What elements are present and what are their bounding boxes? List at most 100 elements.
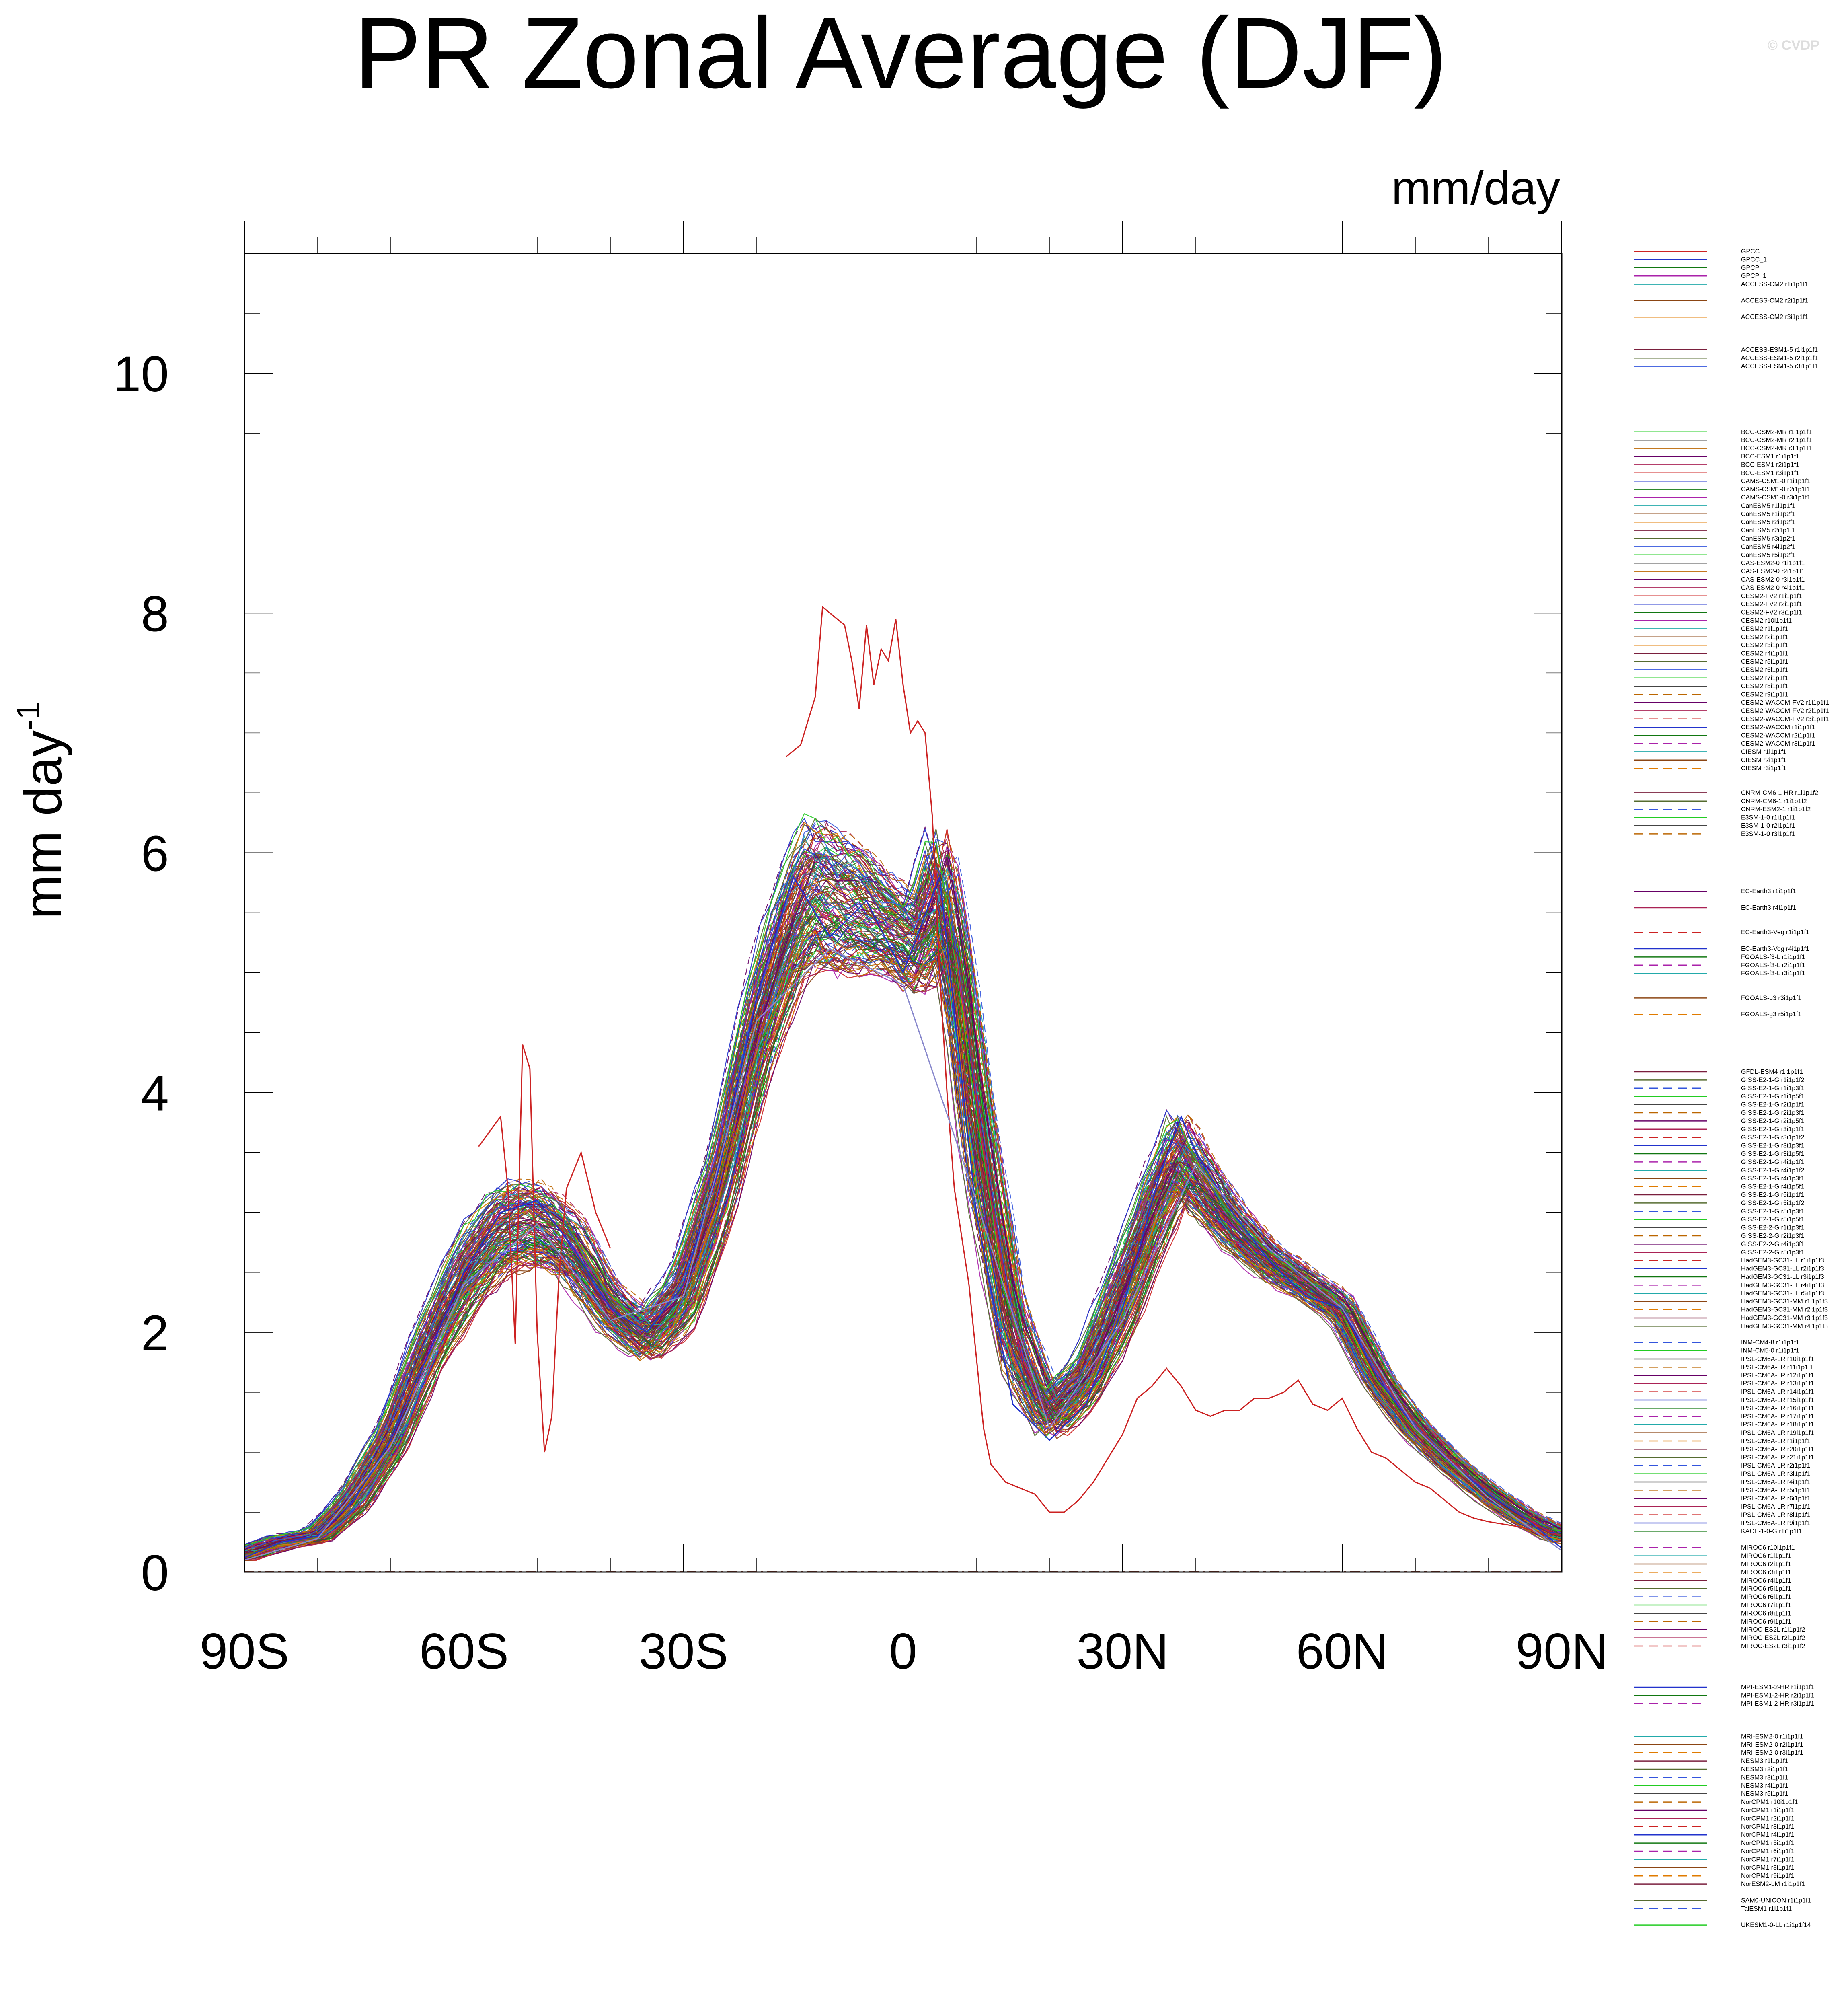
units-label: mm/day <box>1391 162 1560 215</box>
legend-label: MIROC6 r9i1p1f1 <box>1741 1618 1791 1625</box>
legend-label: CanESM5 r5i1p2f1 <box>1741 552 1795 559</box>
legend-label: GISS-E2-2-G r4i1p3f1 <box>1741 1241 1805 1248</box>
model-series-line <box>244 902 1562 1555</box>
y-axis-label-text: mm day <box>13 730 72 919</box>
legend-label: CESM2-WACCM r3i1p1f1 <box>1741 740 1815 747</box>
legend-label: IPSL-CM6A-LR r8i1p1f1 <box>1741 1512 1811 1519</box>
model-series-line <box>244 892 1562 1557</box>
legend-label: GISS-E2-1-G r3i1p5f1 <box>1741 1151 1805 1157</box>
legend-label: IPSL-CM6A-LR r18i1p1f1 <box>1741 1421 1814 1428</box>
model-series-line <box>244 921 1562 1557</box>
model-series-line <box>244 902 1562 1557</box>
legend-label: GISS-E2-1-G r2i1p5f1 <box>1741 1118 1805 1124</box>
y-tick-label: 8 <box>141 586 169 642</box>
legend-label: GISS-E2-1-G r1i1p5f1 <box>1741 1093 1805 1100</box>
legend-label: NorCPM1 r8i1p1f1 <box>1741 1864 1795 1871</box>
legend-label: KACE-1-0-G r1i1p1f1 <box>1741 1528 1802 1535</box>
model-series-line <box>244 931 1562 1558</box>
model-series-line <box>244 926 1562 1558</box>
legend-label: IPSL-CM6A-LR r16i1p1f1 <box>1741 1405 1814 1412</box>
legend-label: MPI-ESM1-2-HR r3i1p1f1 <box>1741 1700 1814 1707</box>
model-series-line <box>244 917 1562 1556</box>
model-series-line <box>244 924 1562 1558</box>
legend-label: CESM2 r1i1p1f1 <box>1741 625 1788 632</box>
reference-series-gpcp-1 <box>244 948 1562 1561</box>
model-series-line <box>244 848 1562 1548</box>
plot-series <box>244 606 1562 1572</box>
legend-label: ACCESS-CM2 r3i1p1f1 <box>1741 314 1808 321</box>
model-series-line <box>244 857 1562 1550</box>
legend-label: MIROC6 r6i1p1f1 <box>1741 1594 1791 1601</box>
legend-label: UKESM1-0-LL r1i1p1f14 <box>1741 1922 1811 1929</box>
legend-label: CAMS-CSM1-0 r1i1p1f1 <box>1741 478 1811 485</box>
svg-text:mm day-1: mm day-1 <box>10 702 72 919</box>
legend-label: CESM2 r9i1p1f1 <box>1741 691 1788 698</box>
x-tick-label: 0 <box>889 1624 917 1679</box>
legend-label: IPSL-CM6A-LR r12i1p1f1 <box>1741 1372 1814 1379</box>
legend-label: GISS-E2-1-G r5i1p1f2 <box>1741 1200 1805 1207</box>
legend-label: GISS-E2-1-G r4i1p3f1 <box>1741 1175 1805 1182</box>
legend-label: CNRM-CM6-1 r1i1p1f2 <box>1741 798 1807 805</box>
legend-label: NorCPM1 r2i1p1f1 <box>1741 1815 1795 1822</box>
model-series-line <box>244 939 1562 1557</box>
model-series-line <box>244 956 1562 1560</box>
legend-label: CESM2 r4i1p1f1 <box>1741 650 1788 657</box>
legend-label: SAM0-UNICON r1i1p1f1 <box>1741 1897 1811 1904</box>
y-tick-label: 6 <box>141 826 169 882</box>
legend-label: CESM2-WACCM r2i1p1f1 <box>1741 732 1815 739</box>
legend-label: GISS-E2-1-G r5i1p3f1 <box>1741 1208 1805 1215</box>
legend-label: IPSL-CM6A-LR r9i1p1f1 <box>1741 1520 1811 1527</box>
model-series-line <box>244 817 1562 1548</box>
legend-label: CanESM5 r1i1p1f1 <box>1741 502 1795 509</box>
legend-label: CESM2-WACCM-FV2 r1i1p1f1 <box>1741 699 1829 706</box>
model-series-line <box>244 948 1562 1559</box>
legend-label: CESM2-WACCM-FV2 r2i1p1f1 <box>1741 707 1829 714</box>
series-group <box>244 606 1562 1572</box>
legend-label: MIROC6 r1i1p1f1 <box>1741 1553 1791 1560</box>
legend-label: HadGEM3-GC31-LL r5i1p1f3 <box>1741 1290 1824 1297</box>
model-series-line <box>244 899 1562 1557</box>
model-series-line <box>244 820 1562 1550</box>
legend-label: IPSL-CM6A-LR r4i1p1f1 <box>1741 1479 1811 1486</box>
model-series-line <box>244 818 1562 1545</box>
legend-label: IPSL-CM6A-LR r19i1p1f1 <box>1741 1430 1814 1437</box>
legend-label: IPSL-CM6A-LR r10i1p1f1 <box>1741 1356 1814 1363</box>
legend-label: BCC-CSM2-MR r2i1p1f1 <box>1741 437 1812 444</box>
legend-label: IPSL-CM6A-LR r2i1p1f1 <box>1741 1462 1811 1469</box>
model-series-line <box>244 929 1562 1554</box>
legend-label: GISS-E2-2-G r1i1p3f1 <box>1741 1225 1805 1231</box>
legend-label: MRI-ESM2-0 r1i1p1f1 <box>1741 1733 1803 1740</box>
model-series-line <box>244 852 1562 1550</box>
model-series-line <box>244 894 1562 1556</box>
legend-label: MIROC6 r7i1p1f1 <box>1741 1602 1791 1609</box>
legend-label: MIROC6 r4i1p1f1 <box>1741 1577 1791 1584</box>
legend-label: CIESM r3i1p1f1 <box>1741 765 1786 772</box>
model-series-line <box>244 932 1562 1558</box>
model-series-line <box>244 888 1562 1555</box>
legend-label: INM-CM4-8 r1i1p1f1 <box>1741 1339 1799 1346</box>
legend-label: HadGEM3-GC31-LL r3i1p1f3 <box>1741 1274 1824 1281</box>
legend-label: MIROC6 r10i1p1f1 <box>1741 1544 1795 1551</box>
model-series-line <box>244 834 1562 1550</box>
legend-label: MIROC6 r2i1p1f1 <box>1741 1561 1791 1568</box>
legend-label: MIROC6 r8i1p1f1 <box>1741 1610 1791 1617</box>
model-series-line <box>244 938 1562 1559</box>
legend-label: GISS-E2-1-G r3i1p1f1 <box>1741 1126 1805 1133</box>
legend-label: GISS-E2-1-G r3i1p1f2 <box>1741 1134 1805 1141</box>
model-series-line <box>244 908 1562 1553</box>
legend-label: CAS-ESM2-0 r1i1p1f1 <box>1741 560 1805 567</box>
legend-label: GISS-E2-1-G r2i1p3f1 <box>1741 1110 1805 1116</box>
legend-label: CESM2 r8i1p1f1 <box>1741 683 1788 690</box>
model-series-line <box>244 892 1562 1554</box>
legend-label: NorCPM1 r9i1p1f1 <box>1741 1873 1795 1879</box>
legend-label: GPCP_1 <box>1741 273 1766 280</box>
reference-series-gpcc-1 <box>785 606 1548 1537</box>
model-series-line <box>244 939 1562 1556</box>
legend-label: GISS-E2-1-G r4i1p5f1 <box>1741 1184 1805 1190</box>
model-series-line <box>244 888 1562 1552</box>
model-series-line <box>244 879 1562 1551</box>
legend-label: IPSL-CM6A-LR r11i1p1f1 <box>1741 1364 1813 1371</box>
legend-label: IPSL-CM6A-LR r7i1p1f1 <box>1741 1503 1811 1510</box>
